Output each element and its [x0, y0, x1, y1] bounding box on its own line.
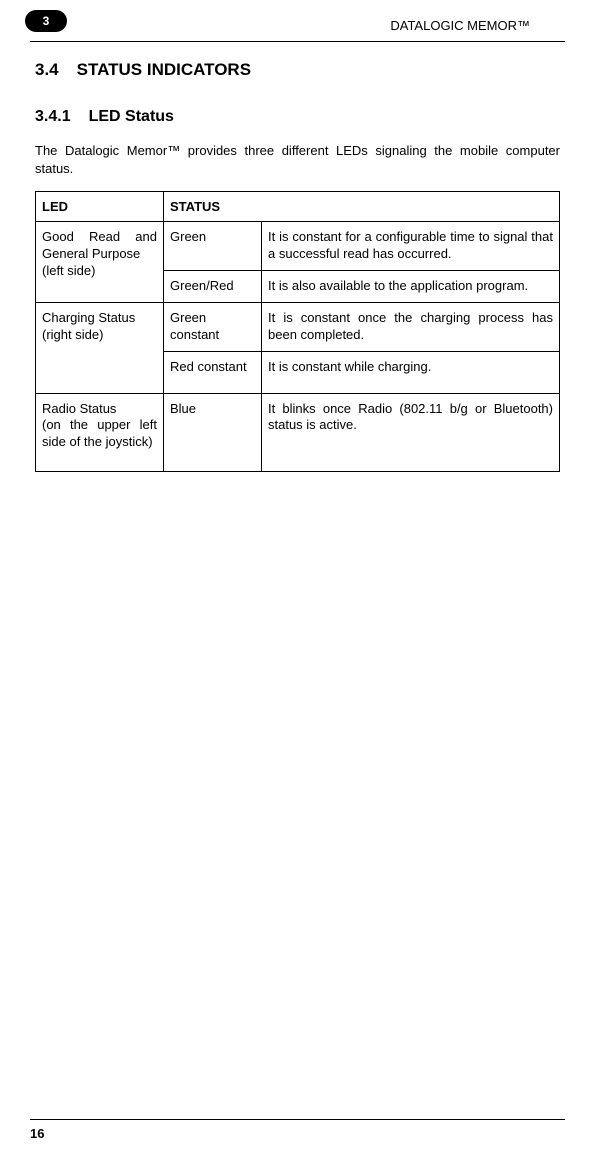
led-location-line3: side of the joystick) [42, 434, 157, 451]
status-desc: It blinks once Radio (802.11 b/g or Blue… [262, 393, 560, 471]
section-number: 3.4 [35, 60, 59, 80]
table-row: Radio Status (on the upper left side of … [36, 393, 560, 471]
led-location: (right side) [42, 327, 103, 342]
status-color: Green constant [164, 302, 262, 351]
led-name: Charging Status [42, 310, 135, 325]
led-name: Good Read and General Purpose [42, 229, 157, 261]
subsection-title: LED Status [89, 108, 174, 125]
led-name: Radio Status [42, 401, 157, 418]
subsection-heading: 3.4.1 LED Status [35, 108, 560, 126]
table-header-row: LED STATUS [36, 192, 560, 222]
status-color: Blue [164, 393, 262, 471]
subsection-number: 3.4.1 [35, 108, 71, 126]
table-row: Charging Status (right side) Green const… [36, 302, 560, 351]
status-desc: It is constant for a configurable time t… [262, 222, 560, 271]
page-footer: 16 [30, 1119, 565, 1141]
page-header: 3 DATALOGIC MEMOR™ [30, 0, 565, 42]
section-title: STATUS INDICATORS [77, 60, 251, 79]
product-name-header: DATALOGIC MEMOR™ [60, 18, 530, 33]
status-desc: It is constant while charging. [262, 351, 560, 393]
led-location: (left side) [42, 263, 95, 278]
led-cell-good-read: Good Read and General Purpose (left side… [36, 222, 164, 303]
led-location-line2: (on the upper left [42, 417, 157, 434]
section-heading: 3.4 STATUS INDICATORS [35, 60, 560, 80]
chapter-badge: 3 [25, 10, 67, 32]
table-row: Good Read and General Purpose (left side… [36, 222, 560, 271]
chapter-number: 3 [43, 14, 50, 28]
status-desc: It is also available to the application … [262, 270, 560, 302]
page-number: 16 [30, 1126, 565, 1141]
led-status-table: LED STATUS Good Read and General Purpose… [35, 191, 560, 471]
status-color: Green/Red [164, 270, 262, 302]
led-cell-radio: Radio Status (on the upper left side of … [36, 393, 164, 471]
header-status: STATUS [164, 192, 560, 222]
page-content: 3.4 STATUS INDICATORS 3.4.1 LED Status The… [0, 42, 595, 492]
led-cell-charging: Charging Status (right side) [36, 302, 164, 393]
status-color: Red constant [164, 351, 262, 393]
intro-paragraph: The Datalogic Memor™ provides three diff… [35, 142, 560, 177]
status-color: Green [164, 222, 262, 271]
header-led: LED [36, 192, 164, 222]
status-desc: It is constant once the charging process… [262, 302, 560, 351]
